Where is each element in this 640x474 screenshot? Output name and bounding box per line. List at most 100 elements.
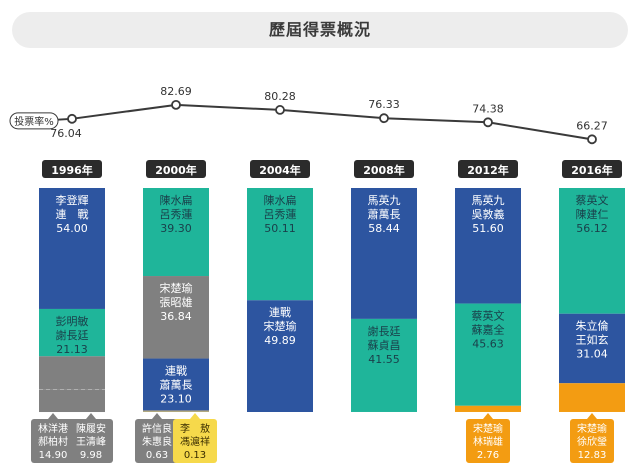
year-label: 2004年: [259, 163, 301, 177]
segment-label: 吳敦義: [472, 207, 505, 221]
callout-label: 王清峰: [76, 435, 106, 448]
bar-segment: [559, 383, 625, 412]
segment-label: 連戰: [165, 364, 187, 378]
segment-label: 彭明敏: [56, 314, 89, 328]
bar-segment: [559, 188, 625, 314]
segment-label: 56.12: [576, 222, 608, 235]
segment-label: 23.10: [160, 393, 192, 406]
year-label-bg: [354, 160, 414, 178]
callout-label: 9.98: [80, 450, 102, 461]
turnout-value-label: 80.28: [264, 90, 296, 103]
callout-box: [135, 419, 179, 463]
turnout-value-label: 82.69: [160, 85, 192, 98]
callout-pointer: [587, 413, 597, 419]
segment-label: 馬英九: [472, 193, 505, 207]
callout-label: 陳履安: [76, 422, 106, 435]
callout-pointer: [86, 413, 96, 419]
turnout-label-box: [9, 112, 59, 130]
segment-label: 陳水扁: [160, 194, 193, 207]
callout-label: 宋楚瑜: [473, 422, 503, 435]
segment-label: 蘇貞昌: [368, 339, 401, 352]
year-label-bg: [42, 160, 102, 178]
bar-segment: [247, 300, 313, 412]
segment-label: 21.13: [56, 343, 88, 356]
turnout-value-label: 66.27: [576, 119, 608, 132]
segment-label: 宋楚瑜: [160, 281, 193, 295]
callout-box: [466, 419, 510, 463]
segment-label: 31.04: [576, 348, 608, 361]
segment-label: 50.11: [264, 222, 296, 235]
segment-label: 謝長廷: [56, 328, 89, 342]
callout-pointer: [190, 413, 200, 419]
year-label-bg: [250, 160, 310, 178]
year-label-bg: [146, 160, 206, 178]
callout-label: 2.76: [477, 450, 499, 461]
segment-label: 陳水扁: [264, 194, 297, 207]
segment-label: 49.89: [264, 334, 296, 347]
bar-segment: [247, 188, 313, 301]
turnout-point: [379, 113, 389, 124]
turnout-point: [275, 105, 285, 115]
segment-label: 朱立倫: [576, 319, 609, 333]
bar-segment: [351, 188, 417, 319]
segment-label: 呂秀蓮: [160, 207, 193, 221]
callout-pointer: [48, 413, 58, 419]
bar-segment: [39, 188, 105, 309]
turnout-line: [37, 103, 593, 141]
segment-label: 39.30: [160, 222, 192, 235]
bar-segment: [455, 303, 521, 406]
callout-label: 馮滬祥: [180, 435, 210, 448]
callout-label: 宋楚瑜: [577, 422, 607, 435]
segment-label: 蔡英文: [576, 193, 609, 207]
callout-label: 林瑞雄: [473, 435, 503, 448]
segment-label: 李登輝: [56, 193, 89, 207]
bar-segment: [39, 389, 105, 413]
year-label-bg: [562, 160, 622, 178]
callout-label: 徐欣瑩: [577, 435, 607, 448]
segment-label: 呂秀蓮: [264, 207, 297, 221]
callout-label: 林洋港: [38, 422, 68, 435]
callout-label: 許信良: [142, 422, 172, 435]
callout-label: 郝柏村: [38, 435, 68, 448]
segment-label: 馬英九: [368, 193, 401, 207]
year-label: 2000年: [155, 163, 197, 177]
callout-label: 朱惠良: [142, 435, 172, 448]
segment-label: 蕭萬長: [368, 208, 401, 221]
bar-segment: [559, 313, 625, 384]
bar-segment: [143, 358, 209, 411]
turnout-value-label: 76.33: [368, 98, 400, 111]
callout-label: 0.13: [184, 450, 206, 461]
year-label: 2008年: [363, 163, 405, 177]
callout-box: [31, 419, 75, 463]
year-label: 1996年: [51, 163, 93, 177]
chart-title: 歷屆得票概況: [12, 12, 628, 48]
segment-label: 51.60: [472, 222, 504, 235]
segment-label: 45.63: [472, 338, 504, 351]
segment-label: 宋楚瑜: [264, 319, 297, 333]
turnout-value-label: 76.04: [50, 127, 82, 140]
turnout-label-text: 投票率%: [14, 115, 54, 128]
callout-box: [173, 419, 217, 463]
bar-segment: [39, 356, 105, 390]
year-label-bg: [458, 160, 518, 178]
turnout-point: [67, 113, 77, 124]
segment-label: 陳建仁: [576, 207, 609, 221]
bar-segment: [351, 318, 417, 412]
bar-segment: [143, 410, 209, 412]
segment-label: 連戰: [269, 305, 291, 319]
segment-label: 36.84: [160, 310, 192, 323]
callout-label: 李 敖: [180, 422, 210, 435]
segment-label: 張昭雄: [160, 295, 193, 309]
segment-label: 41.55: [368, 353, 400, 366]
bar-segment: [455, 405, 521, 412]
segment-label: 58.44: [368, 222, 400, 235]
callout-label: 0.63: [146, 450, 168, 461]
callout-box: [570, 419, 614, 463]
turnout-point: [171, 99, 181, 110]
